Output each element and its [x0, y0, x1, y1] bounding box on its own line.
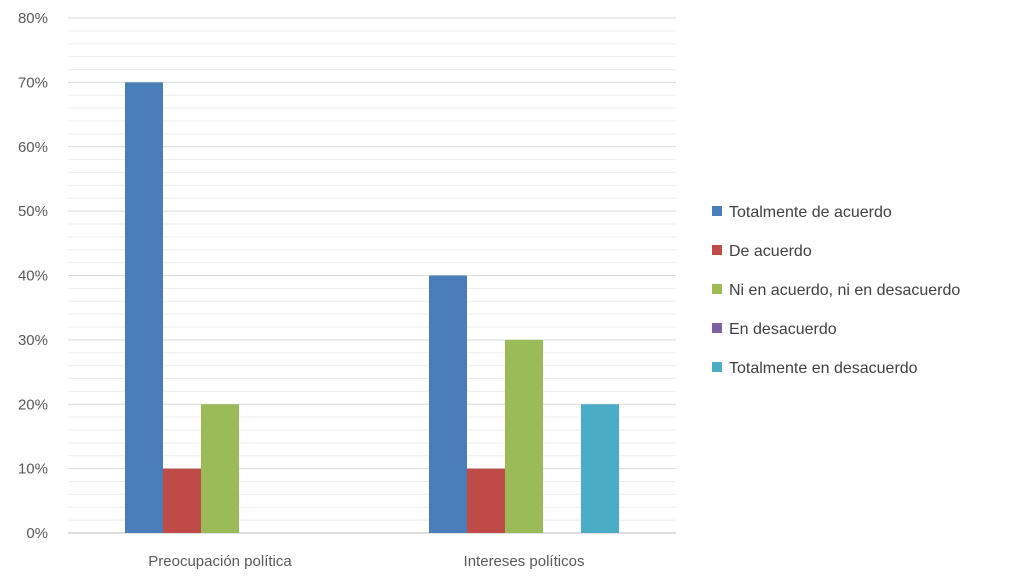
legend-label: Totalmente de acuerdo	[729, 204, 892, 221]
legend: Totalmente de acuerdo De acuerdo Ni en acu…	[712, 204, 960, 377]
bar	[581, 404, 619, 533]
y-tick-label: 70%	[18, 74, 48, 91]
x-axis: Preocupación política Intereses políticos	[148, 553, 584, 570]
y-tick-label: 50%	[18, 203, 48, 220]
y-tick-label: 20%	[18, 396, 48, 413]
x-category-label: Intereses políticos	[464, 553, 585, 570]
legend-swatch	[712, 284, 722, 294]
legend-swatch	[712, 206, 722, 216]
bar	[125, 82, 163, 533]
bar	[467, 468, 505, 533]
y-axis: 0% 10% 20% 30% 40% 50% 60% 70% 80%	[18, 10, 48, 542]
y-tick-label: 10%	[18, 461, 48, 478]
legend-label: De acuerdo	[729, 243, 812, 260]
bar	[163, 468, 201, 533]
bars	[125, 82, 619, 533]
x-category-label: Preocupación política	[148, 553, 292, 570]
y-tick-label: 60%	[18, 139, 48, 156]
y-tick-label: 0%	[26, 525, 48, 542]
y-tick-label: 80%	[18, 10, 48, 27]
bar	[201, 404, 239, 533]
legend-swatch	[712, 323, 722, 333]
y-tick-label: 40%	[18, 268, 48, 285]
legend-label: En desacuerdo	[729, 321, 837, 338]
legend-label: Ni en acuerdo, ni en desacuerdo	[729, 282, 960, 299]
legend-swatch	[712, 245, 722, 255]
bar	[429, 275, 467, 533]
y-tick-label: 30%	[18, 332, 48, 349]
gridlines	[68, 17, 676, 534]
bar	[505, 339, 543, 533]
legend-swatch	[712, 362, 722, 372]
legend-label: Totalmente en desacuerdo	[729, 360, 918, 377]
